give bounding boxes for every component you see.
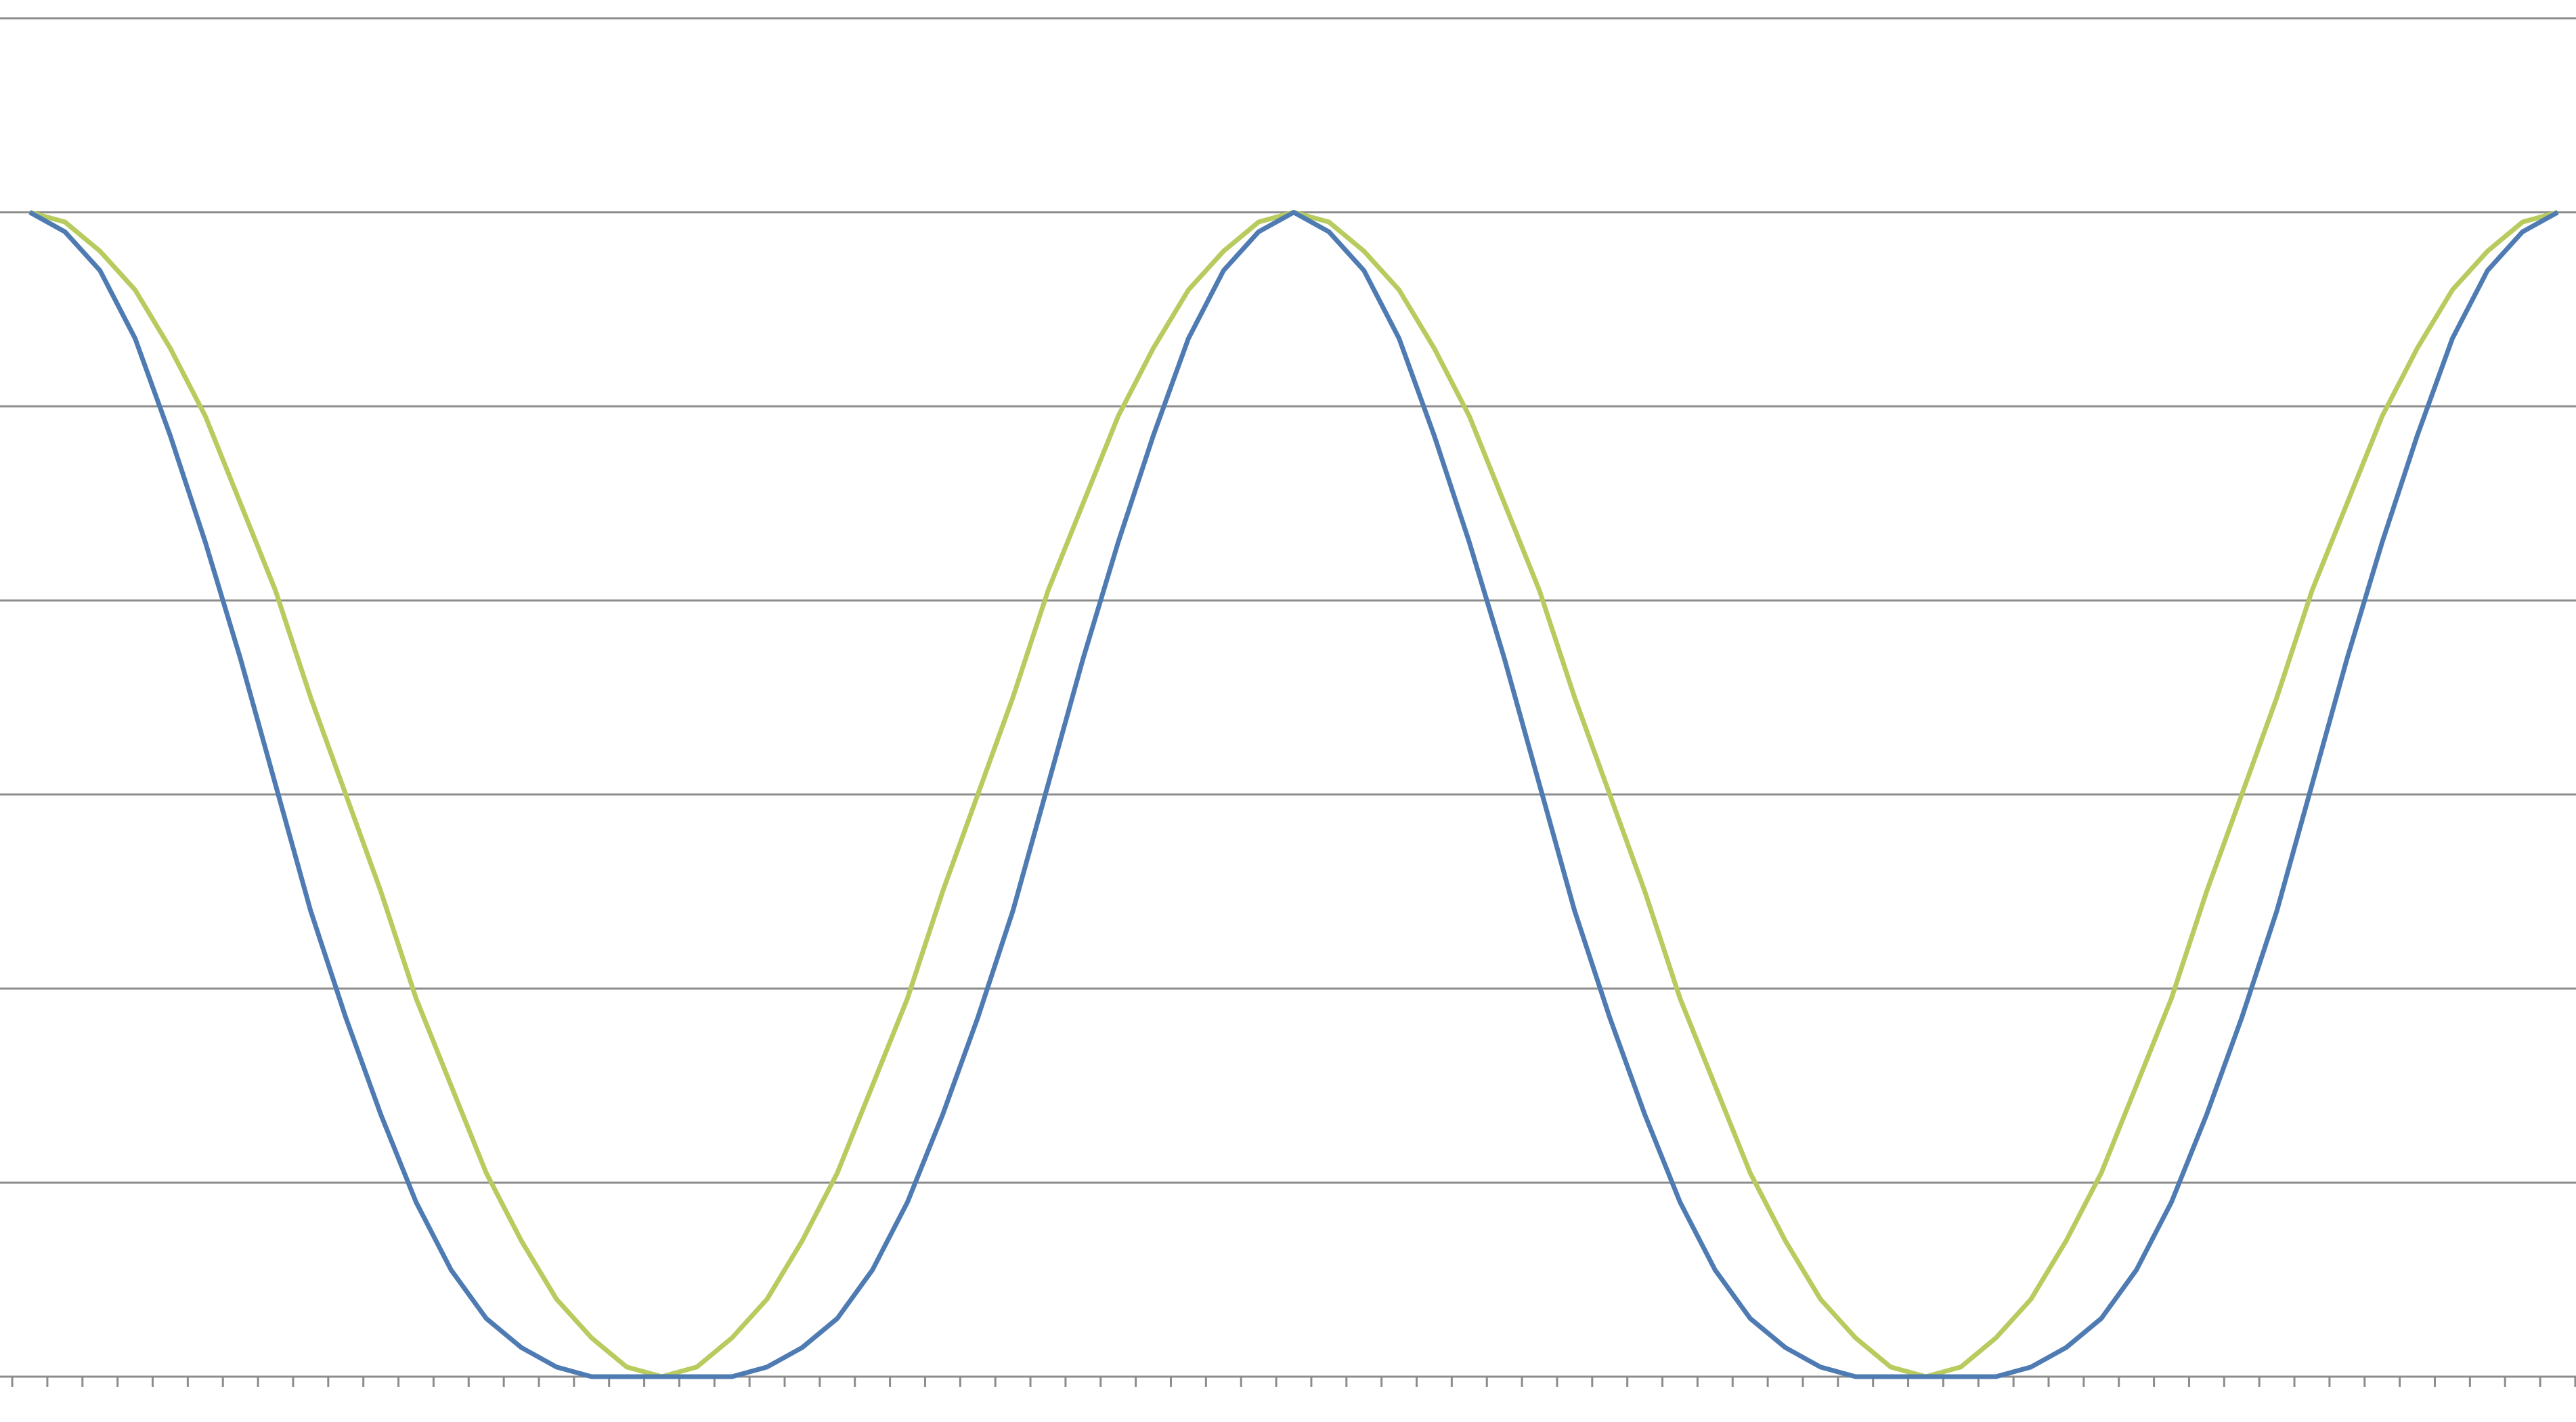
series-line — [28, 210, 2559, 1379]
